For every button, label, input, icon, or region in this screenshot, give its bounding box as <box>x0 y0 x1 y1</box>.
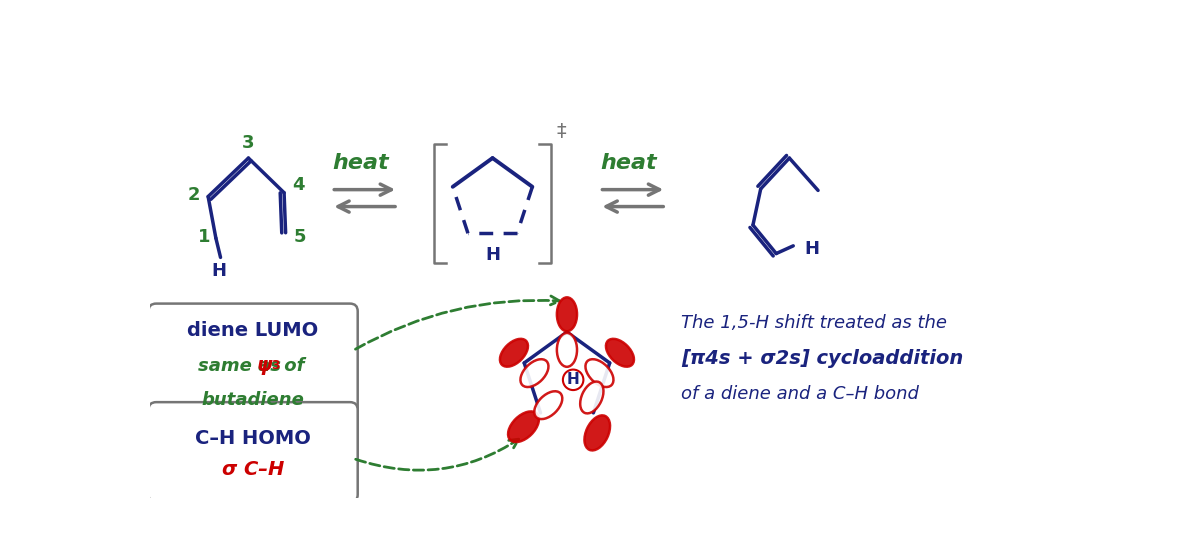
Ellipse shape <box>557 333 577 367</box>
Text: ψ: ψ <box>257 357 272 375</box>
Text: The 1,5-H shift treated as the: The 1,5-H shift treated as the <box>680 314 947 332</box>
Ellipse shape <box>580 381 604 413</box>
Text: heat: heat <box>601 153 658 173</box>
Text: ‡: ‡ <box>556 122 565 141</box>
FancyBboxPatch shape <box>149 304 358 469</box>
Text: [π4s + σ2s] cycloaddition: [π4s + σ2s] cycloaddition <box>680 349 964 368</box>
Text: of a diene and a C–H bond: of a diene and a C–H bond <box>680 385 919 403</box>
Text: H: H <box>566 372 580 388</box>
Text: of: of <box>278 357 305 375</box>
Text: H: H <box>485 246 500 264</box>
Ellipse shape <box>534 391 563 419</box>
Ellipse shape <box>586 359 613 387</box>
Ellipse shape <box>557 297 577 331</box>
Text: diene LUMO: diene LUMO <box>187 321 319 340</box>
Text: σ C–H: σ C–H <box>222 460 284 479</box>
Text: C–H HOMO: C–H HOMO <box>196 429 311 448</box>
Text: 2: 2 <box>188 186 200 204</box>
Ellipse shape <box>521 359 548 387</box>
Text: 5: 5 <box>293 227 306 246</box>
Text: 1: 1 <box>198 227 210 246</box>
Text: H: H <box>804 240 820 258</box>
Ellipse shape <box>508 412 539 442</box>
Text: butadiene: butadiene <box>202 391 305 409</box>
Text: H: H <box>211 262 227 280</box>
Ellipse shape <box>584 416 610 450</box>
Text: heat: heat <box>332 153 389 173</box>
Ellipse shape <box>606 339 634 367</box>
Ellipse shape <box>500 339 528 367</box>
FancyBboxPatch shape <box>149 402 358 502</box>
Text: same as: same as <box>198 357 287 375</box>
Text: 3: 3 <box>271 359 280 372</box>
Text: 4: 4 <box>292 176 305 194</box>
Text: 3: 3 <box>242 134 254 152</box>
